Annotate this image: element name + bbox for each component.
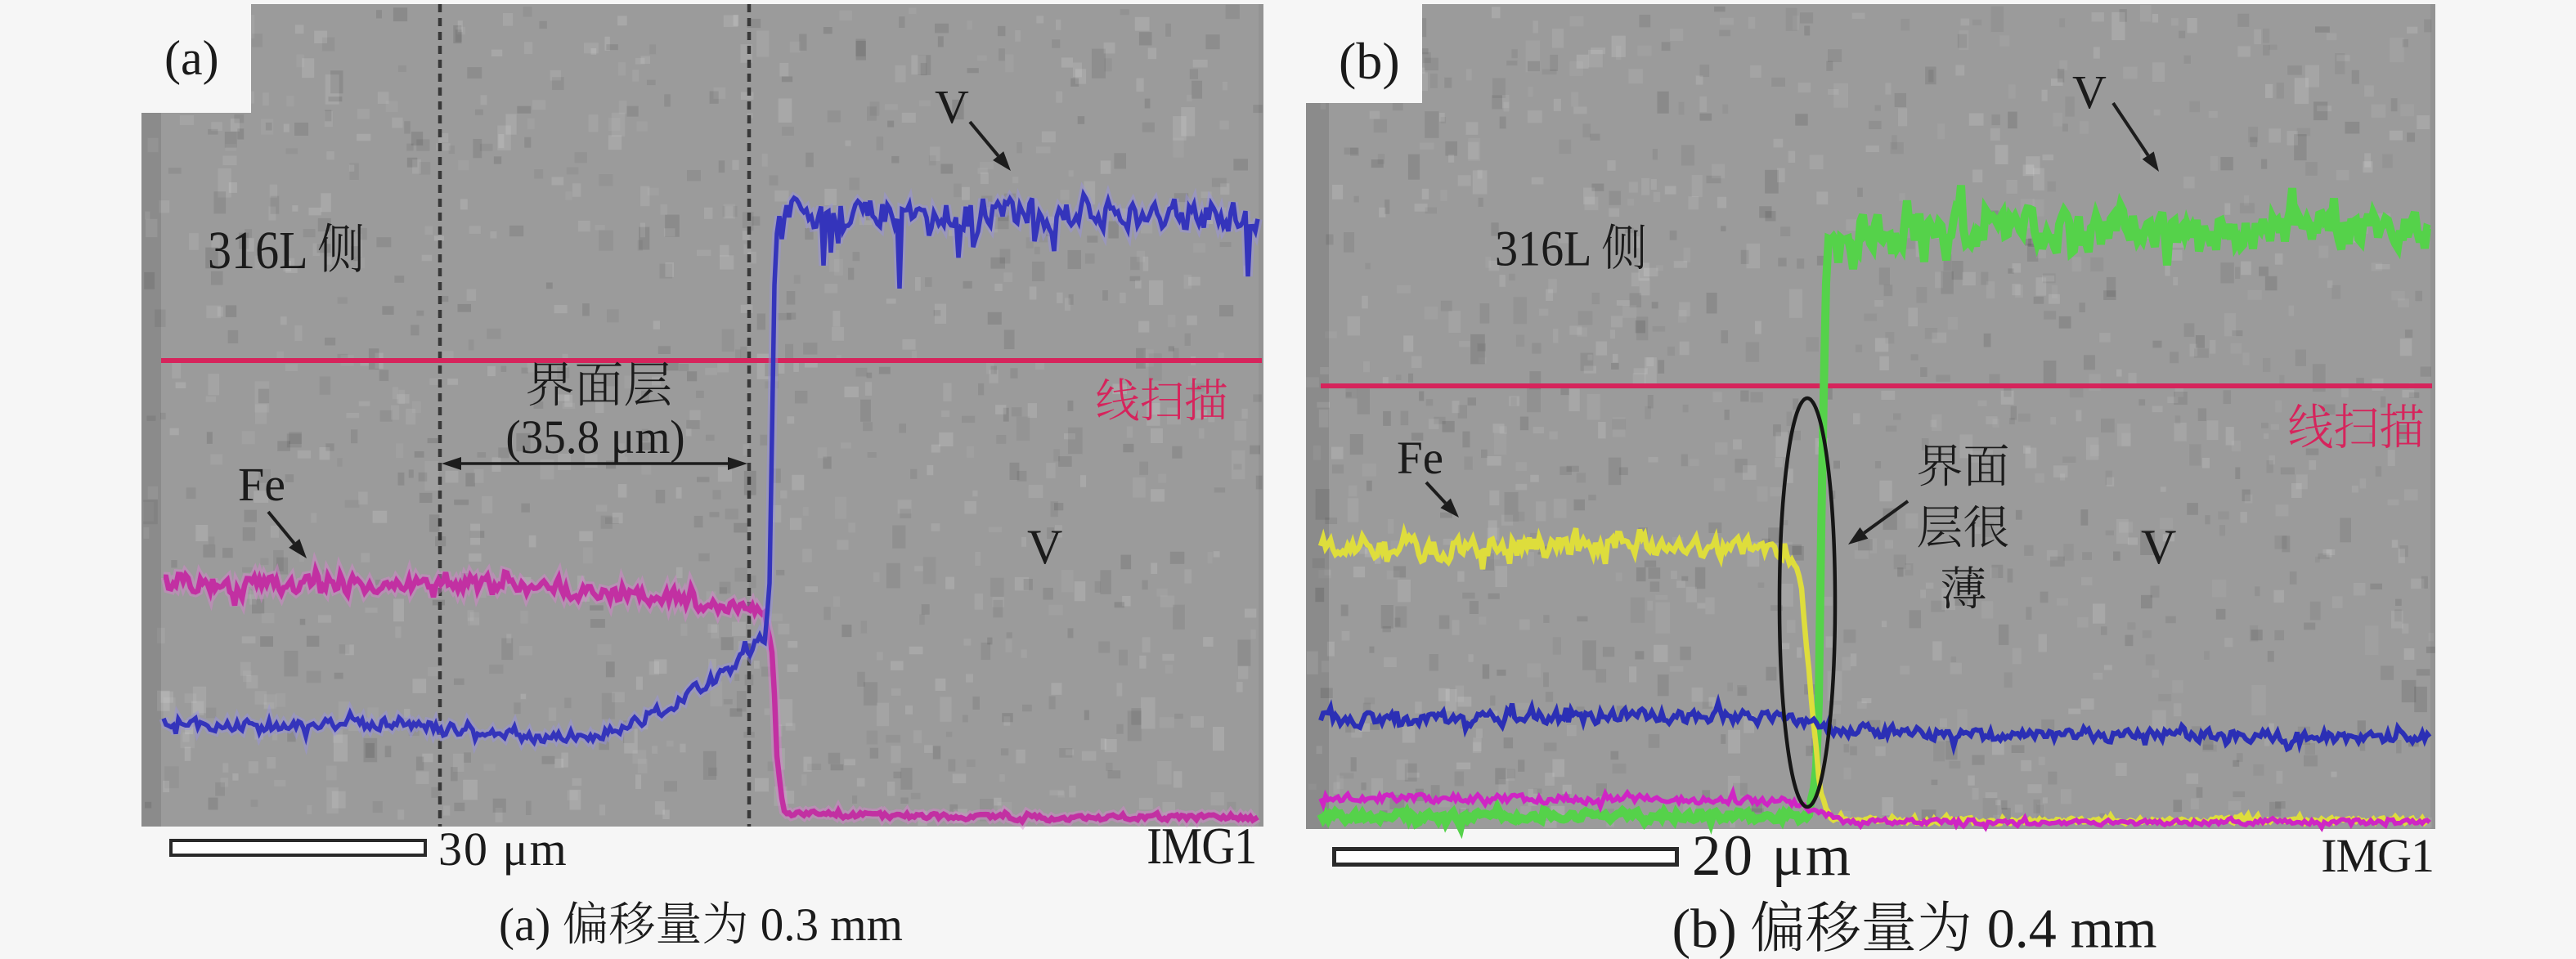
left-edge-shadow [1306,103,1329,829]
cjk-char [1941,565,1987,612]
panel-a-interface-layer-label [526,360,673,410]
cjk-char [318,222,366,276]
panel-a-v-label-region: V [1027,520,1063,574]
label-arrow-shaft [267,510,296,544]
panel-a-line-scan-label [1096,377,1228,425]
panel-a-scale-bar [169,839,427,857]
curve-unlabeled-magenta [1318,785,2431,833]
cjk-char [1751,899,1806,955]
label-arrowhead [1848,527,1869,544]
corner-notch [141,4,251,113]
cjk-char [2288,402,2334,451]
curve-V [1317,185,2431,840]
cjk-char [1806,899,1862,955]
corner-notch [1306,4,1422,103]
panel-a-scale-bar-label: 30 μm [438,822,568,876]
panel-a-interface-width-label: (35.8 μm) [505,410,685,464]
panel-a-annotations [267,120,1011,558]
cjk-char [656,900,702,947]
cjk-char [1096,377,1140,423]
panel-b-eds-curves [1317,185,2432,840]
cjk-char [1917,504,1963,550]
sem-image-base [1306,4,2435,829]
cjk-char [1963,504,2010,550]
right-edge-shadow [1259,4,1263,827]
panel-b-region-label: 316L [1495,222,1648,275]
label-arrowhead [1440,498,1459,518]
cjk-char [2334,402,2380,451]
panel-b-fe-label: Fe [1397,432,1443,484]
panel-b-thin-interface-label [1917,437,2010,621]
cjk-char [563,900,609,947]
panel-a-eds-curves [159,181,1263,831]
panel-b-scale-bar-label: 20 μm [1692,824,1854,888]
cjk-char [1184,377,1228,423]
cjk-char [624,360,673,409]
panel-b-v-label-top: V [2072,65,2107,119]
left-edge-shadow [141,113,161,827]
cjk-char [575,360,624,409]
panel-a-v-label-top: V [935,80,969,133]
label-arrow-shaft [968,120,1000,157]
cjk-char [1140,377,1184,423]
panel-b-v-label-region: V [2141,520,2177,574]
cjk-char [1963,442,2010,489]
panel-b-image-id-label: IMG1 [2321,829,2435,882]
panel-b-sem-micrograph [1306,4,2435,829]
curve-V [161,188,1260,747]
panel-a-image-id-label: IMG1 [1146,817,1257,875]
cjk-char [609,900,656,947]
cjk-char [1917,442,1963,489]
panel-a-region-label: 316L [208,222,366,278]
panel-a-caption: (a) 0.3 mm [499,899,903,952]
label-arrow-shaft [1425,481,1447,504]
curve-unlabeled-blue [1318,693,2432,756]
panel-b-caption: (b) 0.4 mm [1672,897,2157,959]
panel-b-line-scan-label [2288,402,2425,453]
panel-a-interface-boundary-lines [438,4,752,827]
cjk-char [702,900,749,947]
curve-Fe [163,560,1259,827]
right-edge-shadow [2430,4,2435,829]
label-arrowhead [993,151,1011,171]
panel-a-index-label: (a) [164,31,219,85]
panel-b-scale-bar [1332,847,1679,867]
cjk-char [1601,222,1647,272]
label-arrowhead [289,539,307,558]
panel-b-index-label: (b) [1339,32,1400,90]
panel-b-annotations [1425,101,2159,809]
cjk-char [1862,899,1918,955]
interface-width-arrowhead-right [728,457,747,470]
thin-interface-ellipse [1777,396,1838,809]
panel-a-fe-label: Fe [238,458,285,511]
interface-width-arrowhead-left [442,457,461,470]
cjk-char [526,360,575,409]
label-arrow-shaft [2112,101,2150,157]
label-arrow-shaft [1863,500,1910,535]
cjk-char [2380,402,2426,451]
cjk-char [1918,899,1973,955]
label-arrowhead [2142,151,2159,172]
